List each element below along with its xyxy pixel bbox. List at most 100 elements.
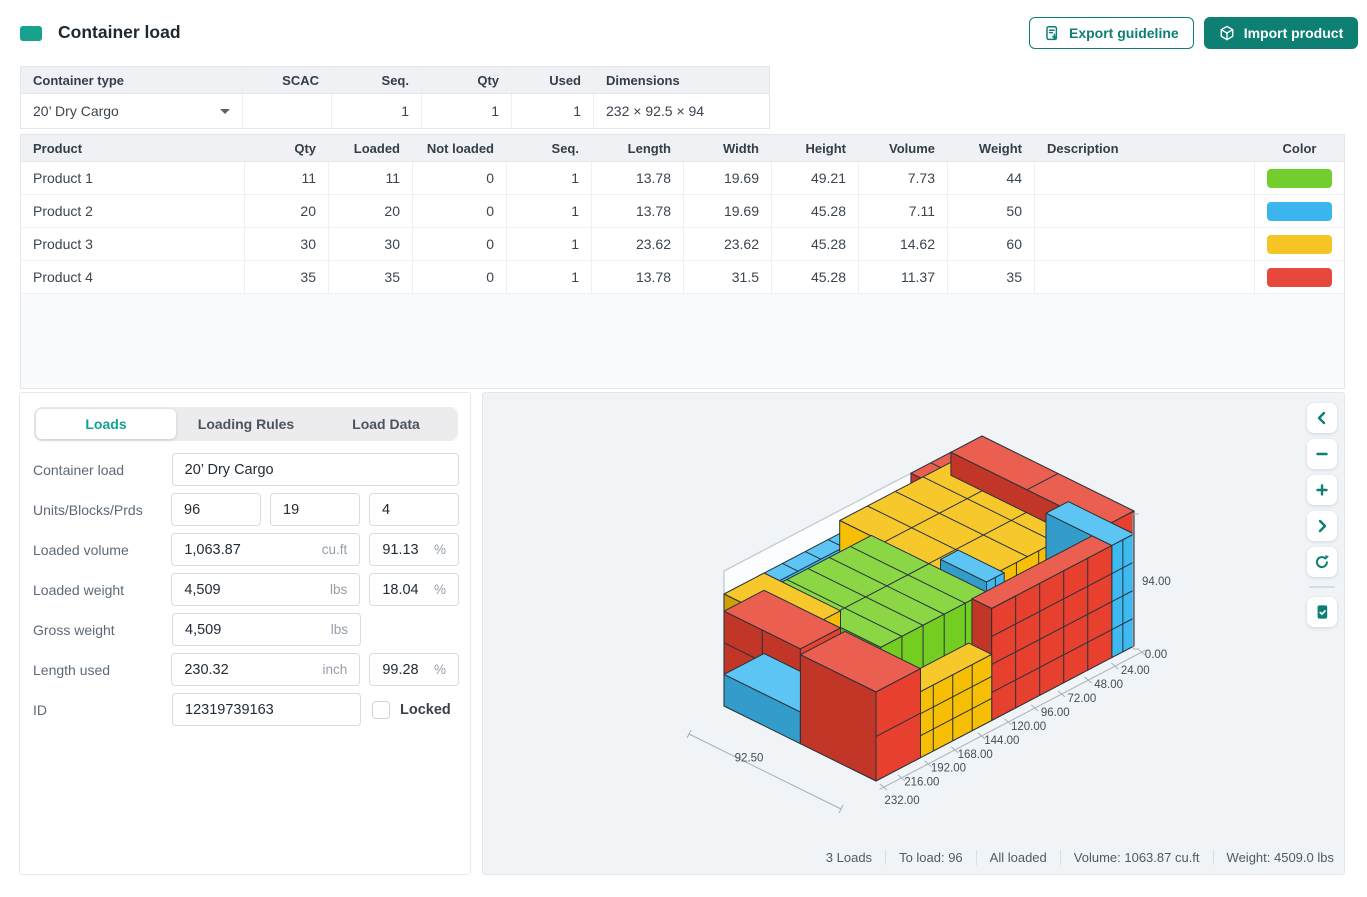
product-cell: 0 (413, 162, 507, 194)
product-cell: 0 (413, 261, 507, 293)
length-used-input[interactable] (184, 661, 315, 678)
product-row[interactable]: Product 1 11 11 0 1 13.78 19.69 49.21 7.73 44 (21, 162, 1344, 195)
product-col-header: Qty (245, 135, 329, 161)
container-col-header: Dimensions (606, 72, 680, 88)
product-color-cell (1255, 228, 1344, 260)
status-item: Weight: 4509.0 lbs (1212, 850, 1334, 865)
product-cell: 30 (245, 228, 329, 260)
container-type-select[interactable]: 20’ Dry Cargo (21, 94, 243, 128)
load-3d-view[interactable]: 0.00 24.00 48.00 72.00 96.00 120.00 144.00 168.… (483, 393, 1346, 876)
percent-sign: % (433, 542, 446, 557)
svg-text:0.00: 0.00 (1145, 649, 1167, 661)
product-cell: 45.28 (772, 228, 859, 260)
product-col-header: Weight (948, 135, 1035, 161)
locked-checkbox[interactable] (372, 700, 390, 719)
product-row[interactable]: Product 4 35 35 0 1 13.78 31.5 45.28 11.37 35 (21, 261, 1344, 294)
status-item: All loaded (975, 850, 1047, 865)
color-swatch[interactable] (1267, 201, 1332, 221)
container-load-input[interactable] (184, 461, 446, 478)
product-cell: 11.37 (859, 261, 948, 293)
loaded-volume-input[interactable] (184, 541, 314, 558)
gross-weight-input[interactable] (185, 621, 323, 638)
product-cell: 45.28 (772, 261, 859, 293)
status-item: Volume: 1063.87 cu.ft (1059, 850, 1200, 865)
product-cell: 35 (329, 261, 413, 293)
svg-text:94.00: 94.00 (1142, 576, 1171, 588)
container-col-header: Qty (422, 67, 512, 93)
product-cell: 19.69 (684, 162, 772, 194)
product-col-header: Length (592, 135, 684, 161)
cube-icon (1219, 25, 1235, 41)
report-button[interactable] (1307, 597, 1337, 627)
units-input[interactable] (184, 501, 248, 518)
tab-loads[interactable]: Loads (36, 409, 176, 439)
import-product-label: Import product (1243, 25, 1344, 41)
product-name-cell: Product 3 (21, 228, 245, 260)
zoom-in-button[interactable] (1307, 475, 1337, 505)
product-cell: 19.69 (684, 195, 772, 227)
product-name-cell: Product 4 (21, 261, 245, 293)
view-right-button[interactable] (1307, 511, 1337, 541)
prds-input[interactable] (382, 501, 446, 518)
loaded-weight-input[interactable] (184, 581, 323, 598)
product-cell: 30 (329, 228, 413, 260)
svg-text:96.00: 96.00 (1041, 707, 1070, 719)
tab-loading-rules[interactable]: Loading Rules (197, 416, 295, 432)
product-color-cell (1255, 162, 1344, 194)
color-swatch[interactable] (1267, 168, 1332, 188)
length-used-percent: 99.28 (382, 661, 419, 678)
product-cell: 11 (329, 162, 413, 194)
page-title: Container load (58, 22, 181, 42)
export-doc-icon (1044, 25, 1060, 41)
product-cell (1035, 162, 1255, 194)
viewer-status-bar: 3 Loads To load: 96 All loaded Volume: 1063… (826, 850, 1334, 865)
product-cell: 7.11 (859, 195, 948, 227)
svg-text:92.50: 92.50 (735, 753, 764, 765)
container-type-table: Container type SCAC Seq. Qty Used Dimensions 2… (20, 66, 770, 129)
svg-text:216.00: 216.00 (904, 777, 939, 789)
status-item: To load: 96 (885, 850, 963, 865)
viewer-3d-panel: 0.00 24.00 48.00 72.00 96.00 120.00 144.00 168.… (482, 392, 1345, 875)
product-col-header: Height (772, 135, 859, 161)
svg-text:232.00: 232.00 (884, 795, 919, 807)
svg-text:192.00: 192.00 (931, 763, 966, 775)
svg-text:48.00: 48.00 (1094, 679, 1123, 691)
blocks-input[interactable] (283, 501, 347, 518)
tab-load-data[interactable]: Load Data (352, 416, 420, 432)
product-cell: 23.62 (684, 228, 772, 260)
product-cell: 0 (413, 228, 507, 260)
container-cell: 1 (512, 94, 594, 128)
reset-view-button[interactable] (1307, 547, 1337, 577)
product-col-header: Volume (859, 135, 948, 161)
product-cell: 31.5 (684, 261, 772, 293)
import-product-button[interactable]: Import product (1203, 17, 1359, 49)
locked-label: Locked (400, 701, 451, 718)
product-col-header: Product (21, 135, 245, 161)
view-left-button[interactable] (1307, 403, 1337, 433)
gross-weight-label: Gross weight (33, 621, 115, 638)
product-cell: 35 (948, 261, 1035, 293)
product-row[interactable]: Product 2 20 20 0 1 13.78 19.69 45.28 7.11 50 (21, 195, 1344, 228)
product-cell: 60 (948, 228, 1035, 260)
svg-text:72.00: 72.00 (1068, 693, 1097, 705)
viewer-toolbar (1307, 403, 1337, 627)
export-guideline-button[interactable]: Export guideline (1029, 17, 1194, 49)
product-cell: 13.78 (592, 195, 684, 227)
color-swatch[interactable] (1267, 267, 1332, 287)
load-tabs: Loads Loading Rules Load Data (34, 407, 458, 441)
product-cell: 0 (413, 195, 507, 227)
product-table-empty-area (21, 294, 1344, 388)
load-details-panel: Loads Loading Rules Load Data Container lo… (19, 392, 471, 875)
product-cell: 13.78 (592, 261, 684, 293)
id-input[interactable] (185, 701, 348, 718)
color-swatch[interactable] (1267, 234, 1332, 254)
product-cell: 11 (245, 162, 329, 194)
length-used-label: Length used (33, 661, 111, 678)
loaded-weight-percent: 18.04 (382, 581, 419, 598)
product-cell: 14.62 (859, 228, 948, 260)
product-row[interactable]: Product 3 30 30 0 1 23.62 23.62 45.28 14.62 60 (21, 228, 1344, 261)
product-col-header: Width (684, 135, 772, 161)
zoom-out-button[interactable] (1307, 439, 1337, 469)
container-col-header: Seq. (332, 67, 422, 93)
